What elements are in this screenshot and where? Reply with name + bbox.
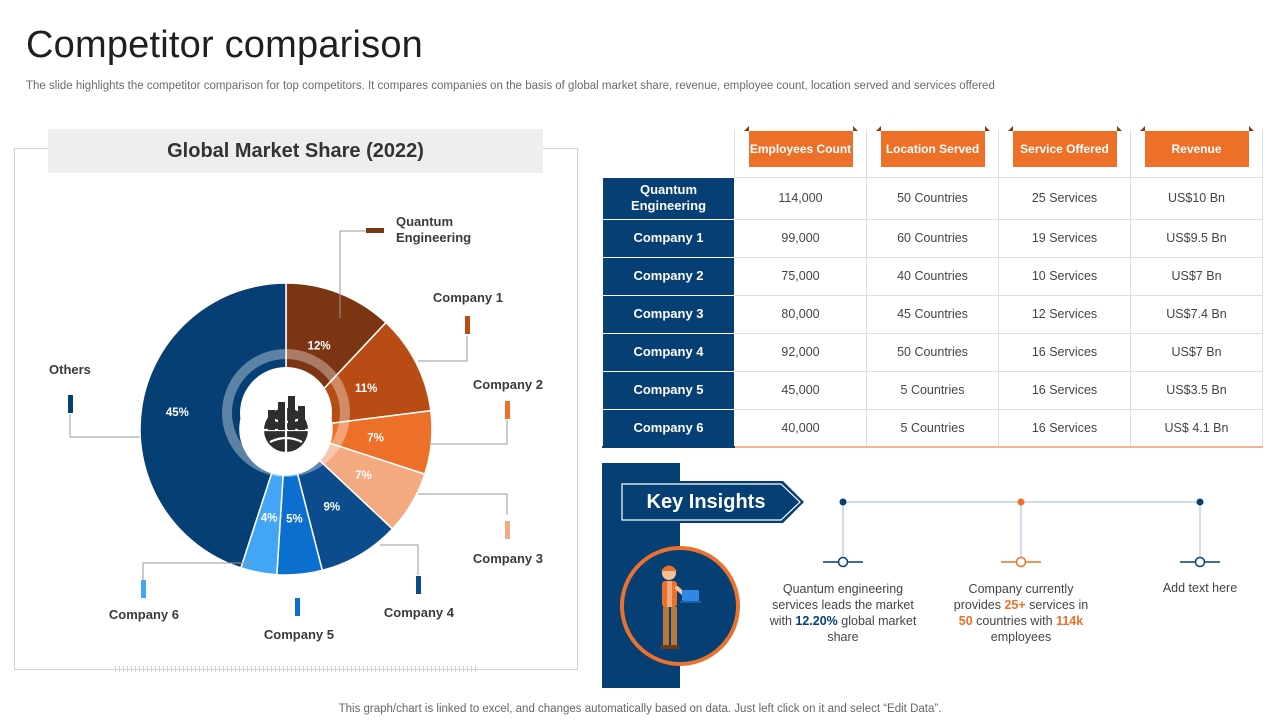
key-insights-banner [619, 481, 804, 523]
table-corner-cell [602, 130, 735, 177]
leader-line [430, 420, 508, 445]
table-cell: 50 Countries [866, 332, 999, 372]
table-row: Company 2 75,000 40 Countries 10 Service… [602, 256, 1263, 296]
col-header-employees: Employees Count [743, 125, 858, 167]
pie-value-label: 12% [308, 340, 331, 352]
col-header-revenue: Revenue [1139, 125, 1254, 167]
competitor-table: Employees Count Location Served Service … [602, 125, 1263, 448]
pie-value-labels: 12% 11% 7% 7% 9% 5% 4% 45% [166, 340, 384, 525]
row-header: Company 6 [602, 408, 735, 448]
table-cell: 25 Services [998, 176, 1131, 220]
insight-text-2: Company currently provides 25+ services … [953, 582, 1089, 644]
table-cell: 45,000 [734, 370, 867, 410]
pie-value-label: 9% [324, 501, 341, 513]
legend-swatch [416, 576, 421, 594]
table-cell: US$7 Bn [1130, 332, 1263, 372]
leader-line [339, 230, 368, 318]
insights-timeline [823, 498, 1220, 568]
insight-text-1: Quantum engineering services leads the m… [769, 582, 917, 644]
table-cell: US$10 Bn [1130, 176, 1263, 220]
table-cell: 114,000 [734, 176, 867, 220]
table-cell: 75,000 [734, 256, 867, 296]
table-cell: 45 Countries [866, 294, 999, 334]
pie-category-label: Others [49, 362, 91, 377]
frame-tick-strip [115, 666, 477, 672]
pie-category-label: Company 4 [384, 605, 455, 620]
page-subtitle: The slide highlights the competitor comp… [26, 80, 995, 92]
table-row: Company 3 80,000 45 Countries 12 Service… [602, 294, 1263, 334]
insight-text-3: Add text here [1162, 581, 1238, 595]
table-cell: 92,000 [734, 332, 867, 372]
table-cell: US$9.5 Bn [1130, 218, 1263, 258]
row-header: Company 5 [602, 370, 735, 410]
legend-swatch [505, 401, 510, 419]
legend-swatch [68, 395, 73, 413]
row-header: Company 2 [602, 256, 735, 296]
pie-slice-others[interactable] [139, 282, 287, 569]
engineer-with-laptop-icon [620, 546, 740, 666]
table-row: Quantum Engineering 114,000 50 Countries… [602, 176, 1263, 220]
pie-category-label: Company 6 [109, 607, 179, 622]
leader-line [142, 562, 252, 580]
table-cell: US$ 4.1 Bn [1130, 408, 1263, 448]
row-header: Quantum Engineering [602, 176, 735, 220]
globe-chart-icon [222, 349, 350, 477]
table-cell: 12 Services [998, 294, 1131, 334]
legend-swatch [465, 316, 470, 334]
legend-swatch [505, 521, 510, 539]
page-title: Competitor comparison [26, 24, 424, 66]
table-row: Company 6 40,000 5 Countries 16 Services… [602, 408, 1263, 448]
pie-category-label: Company 5 [264, 627, 334, 642]
table-row: Company 1 99,000 60 Countries 19 Service… [602, 218, 1263, 258]
pie-category-label: Company 3 [473, 551, 543, 566]
pie-category-label: Company 2 [473, 377, 543, 392]
pie-value-label: 11% [355, 383, 377, 395]
row-header: Company 4 [602, 332, 735, 372]
chart-title: Global Market Share (2022) [48, 129, 543, 173]
table-row: Company 4 92,000 50 Countries 16 Service… [602, 332, 1263, 372]
table-cell: 50 Countries [866, 176, 999, 220]
table-cell: US$7 Bn [1130, 256, 1263, 296]
table-cell: 99,000 [734, 218, 867, 258]
table-cell: 16 Services [998, 408, 1131, 448]
pie-category-label: Engineering [396, 230, 471, 245]
footer-note: This graph/chart is linked to excel, and… [338, 703, 942, 715]
table-cell: 5 Countries [866, 408, 999, 448]
legend-swatch [141, 580, 146, 598]
leader-line [418, 336, 468, 362]
table-cell: 40,000 [734, 408, 867, 448]
pie-slices [139, 282, 433, 576]
pie-value-label: 4% [261, 512, 278, 524]
leader-line [380, 544, 419, 575]
table-cell: 5 Countries [866, 370, 999, 410]
col-header-services: Service Offered [1007, 125, 1122, 167]
table-cell: US$7.4 Bn [1130, 294, 1263, 334]
legend-swatch [295, 598, 300, 616]
leader-line [418, 493, 508, 515]
table-cell: 16 Services [998, 332, 1131, 372]
table-cell: 16 Services [998, 370, 1131, 410]
col-header-location: Location Served [875, 125, 990, 167]
table-row: Company 5 45,000 5 Countries 16 Services… [602, 370, 1263, 410]
pie-category-label: Company 1 [433, 290, 503, 305]
pie-value-label: 7% [355, 470, 372, 482]
row-header: Company 3 [602, 294, 735, 334]
table-cell: 60 Countries [866, 218, 999, 258]
table-cell: 10 Services [998, 256, 1131, 296]
leader-line [69, 414, 140, 438]
pie-value-label: 7% [367, 432, 384, 444]
pie-value-label: 45% [166, 407, 189, 419]
pie-value-label: 5% [286, 514, 303, 526]
pie-leader-lines [68, 228, 510, 616]
table-cell: 80,000 [734, 294, 867, 334]
table-cell: 19 Services [998, 218, 1131, 258]
table-cell: US$3.5 Bn [1130, 370, 1263, 410]
row-header: Company 1 [602, 218, 735, 258]
legend-swatch [366, 228, 384, 233]
table-cell: 40 Countries [866, 256, 999, 296]
pie-category-label: Quantum [396, 214, 453, 229]
key-insights-title: Key Insights [646, 490, 766, 513]
